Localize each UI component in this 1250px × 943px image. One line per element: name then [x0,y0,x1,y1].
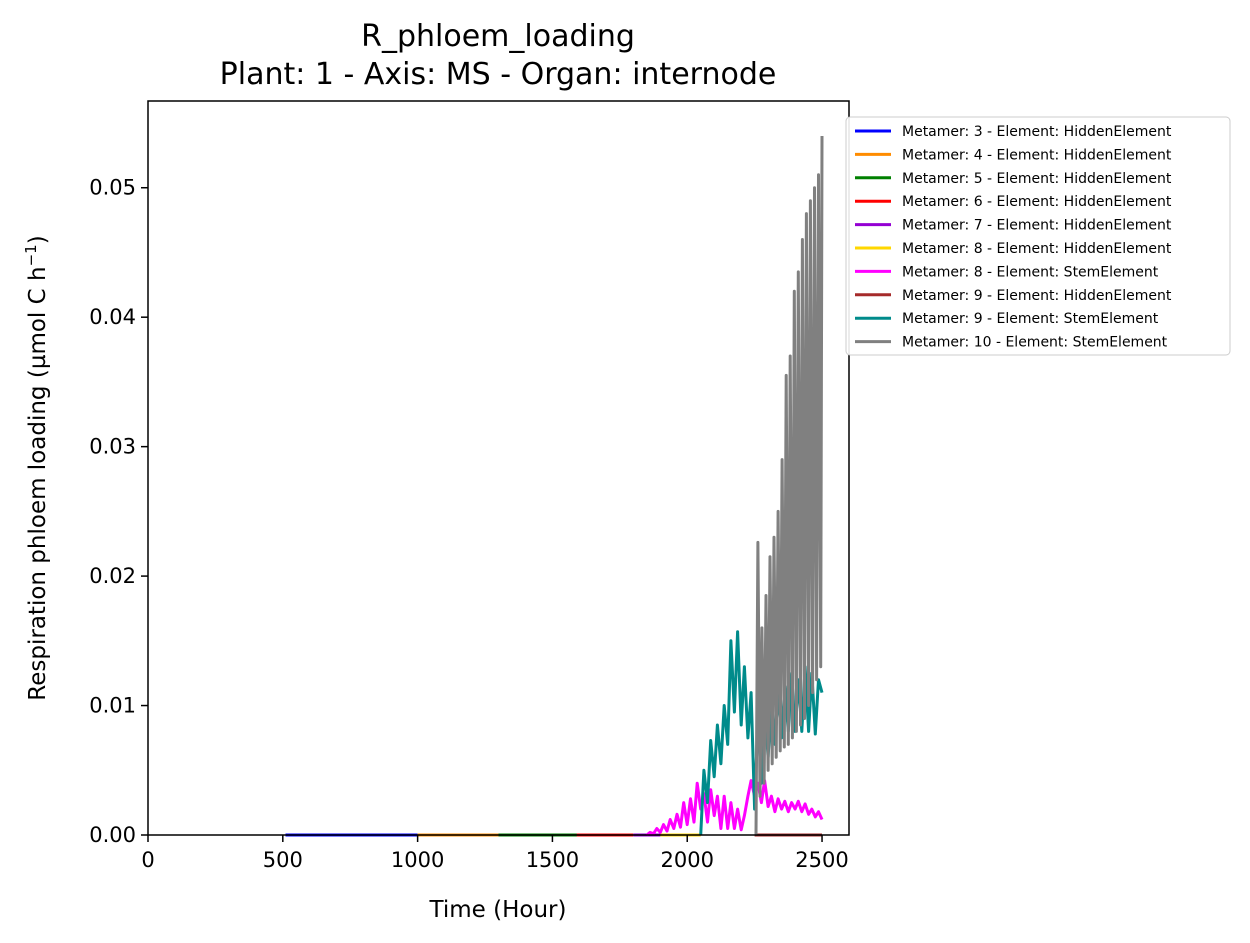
legend-entry-label: Metamer: 9 - Element: StemElement [902,311,1159,327]
x-axis: 0 500 1000 1500 2000 2500 [141,835,849,872]
plot-area [285,135,824,837]
legend-frame [845,116,1231,356]
y-tick-label: 0.05 [89,176,136,200]
legend-entry-label: Metamer: 9 - Element: HiddenElement [902,288,1172,304]
y-axis: 0.00 0.01 0.02 0.03 0.04 0.05 [89,176,148,847]
legend-entry-label: Metamer: 4 - Element: HiddenElement [902,147,1172,163]
legend-entry-label: Metamer: 6 - Element: HiddenElement [902,194,1172,210]
legend-entry-label: Metamer: 10 - Element: StemElement [902,335,1168,351]
chart-subtitle: Plant: 1 - Axis: MS - Organ: internode [220,57,777,92]
y-tick-label: 0.00 [89,823,136,847]
x-tick-label: 1000 [391,848,444,872]
y-axis-label-superscript: −1 [22,244,40,266]
y-axis-label-end: ) [25,235,51,244]
y-tick-label: 0.02 [89,564,136,588]
x-tick-label: 2500 [795,848,848,872]
y-tick-label: 0.04 [89,305,136,329]
series-line-7 [645,779,824,837]
plot-frame [147,100,850,836]
x-tick-label: 500 [263,848,303,872]
legend-entry-label: Metamer: 8 - Element: StemElement [902,264,1159,280]
y-axis-label-main: Respiration phloem loading (µmol C h [25,266,51,700]
x-tick-label: 0 [141,848,154,872]
y-tick-label: 0.03 [89,435,136,459]
x-tick-label: 2000 [661,848,714,872]
legend-entry-label: Metamer: 8 - Element: HiddenElement [902,241,1172,257]
y-tick-label: 0.01 [89,694,136,718]
y-axis-label: Respiration phloem loading (µmol C h−1) [22,235,51,700]
series-line-10 [754,135,824,836]
legend: Metamer: 3 - Element: HiddenElement Metam… [845,116,1231,356]
legend-entry-label: Metamer: 7 - Element: HiddenElement [902,218,1172,234]
x-tick-label: 1500 [526,848,579,872]
chart-title: R_phloem_loading [361,19,635,54]
legend-entry-label: Metamer: 3 - Element: HiddenElement [902,124,1172,140]
legend-entry-label: Metamer: 5 - Element: HiddenElement [902,171,1172,187]
x-axis-label: Time (Hour) [429,897,567,923]
